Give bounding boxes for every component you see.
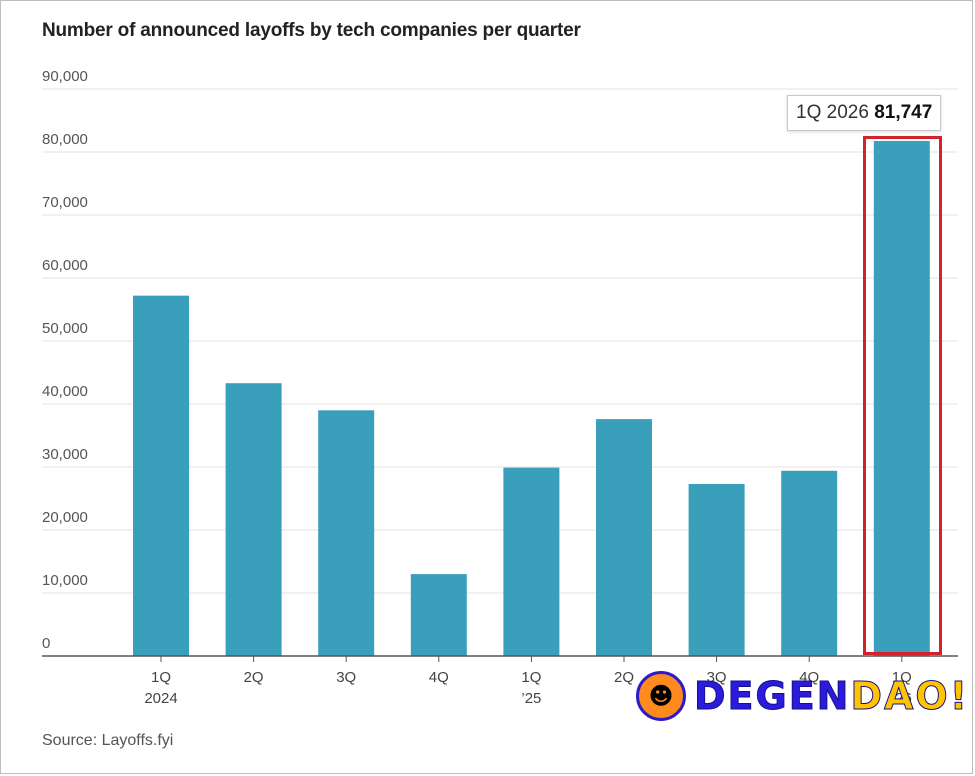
y-tick-label: 60,000 (42, 257, 88, 274)
bar[interactable] (133, 295, 189, 656)
y-tick-label: 90,000 (42, 68, 88, 85)
bar[interactable] (873, 140, 930, 656)
tooltip-label: 1Q 2026 (796, 102, 869, 123)
y-tick-label: 0 (42, 635, 50, 652)
bar[interactable] (688, 484, 745, 656)
y-tick-label: 30,000 (42, 446, 88, 463)
x-tick-label: 3Q (707, 669, 727, 686)
y-tick-label: 70,000 (42, 194, 88, 211)
y-tick-label: 80,000 (42, 131, 88, 148)
bar[interactable] (318, 410, 375, 656)
y-tick-label: 40,000 (42, 383, 88, 400)
bar[interactable] (596, 419, 652, 656)
bar[interactable] (410, 574, 467, 656)
bar[interactable] (503, 467, 560, 656)
bar[interactable] (781, 470, 838, 656)
bar[interactable] (225, 383, 282, 656)
watermark-text-part2: DAO! (850, 674, 970, 719)
x-tick-label: 2024 (144, 690, 177, 707)
highlight-box (863, 136, 942, 655)
mascot-logo-icon: ☻ (636, 671, 686, 721)
x-tick-label: 2Q (244, 669, 264, 686)
y-tick-label: 20,000 (42, 509, 88, 526)
x-tick-label: ’26 (892, 690, 912, 707)
tooltip-value: 81,747 (874, 102, 933, 123)
x-tick-label: 1Q (521, 669, 541, 686)
tooltip: 1Q 2026 81,747 (787, 95, 942, 131)
x-tick-label: 4Q (799, 669, 819, 686)
watermark-text-part1: DEGEN (693, 674, 851, 719)
x-tick-label: ’25 (521, 690, 541, 707)
x-tick-label: 4Q (429, 669, 449, 686)
x-tick-label: 1Q (892, 669, 912, 686)
chart-title: Number of announced layoffs by tech comp… (42, 20, 581, 41)
source-note: Source: Layoffs.fyi (42, 732, 174, 749)
x-tick-label: 1Q (151, 669, 171, 686)
y-tick-label: 10,000 (42, 572, 88, 589)
y-tick-label: 50,000 (42, 320, 88, 337)
x-tick-label: 2Q (614, 669, 634, 686)
watermark: ☻ DEGENDAO! (636, 670, 969, 722)
watermark-text: DEGENDAO! (693, 670, 970, 722)
x-tick-label: 3Q (336, 669, 356, 686)
